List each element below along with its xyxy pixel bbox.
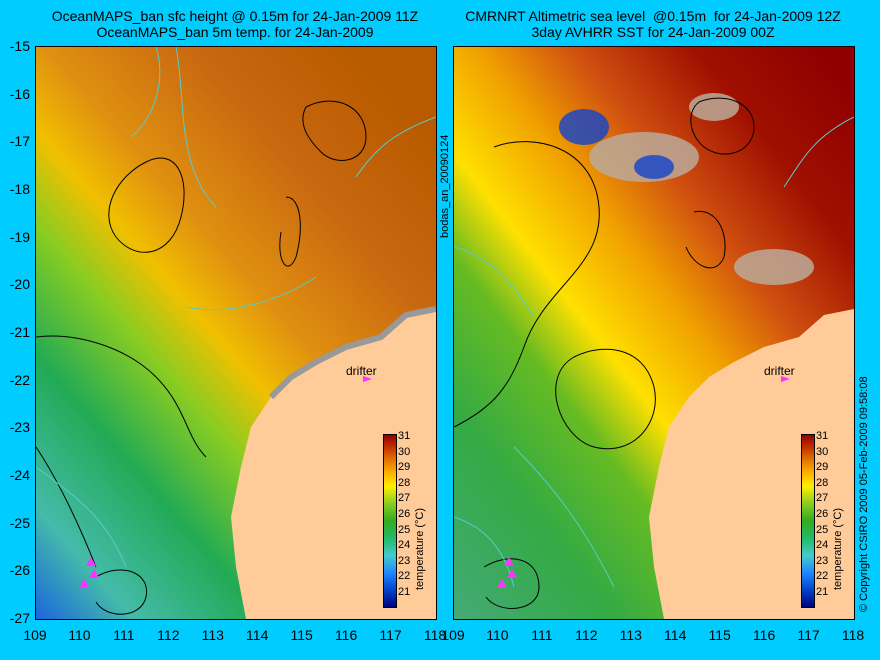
lon-tick: 110 bbox=[68, 627, 91, 643]
colorbar-tick: 22 bbox=[816, 570, 829, 583]
colorbar-title-left: temperature (°C) bbox=[414, 507, 426, 590]
colorbar-tick: 21 bbox=[816, 586, 829, 598]
colorbar-tick: 23 bbox=[398, 554, 411, 567]
lat-tick: -16 bbox=[9, 85, 30, 102]
colorbar-tick: 28 bbox=[398, 476, 411, 489]
lon-tick: 109 bbox=[441, 627, 465, 643]
colorbar-right bbox=[801, 434, 815, 608]
colorbar-tick: 30 bbox=[398, 445, 411, 458]
lon-tick: 118 bbox=[423, 627, 447, 643]
lat-tick: -18 bbox=[9, 181, 30, 197]
lon-tick: 112 bbox=[575, 627, 598, 643]
colorbar-tick: 31 bbox=[398, 430, 411, 442]
left-map-panel bbox=[35, 46, 437, 620]
colorbar-tick: 31 bbox=[816, 430, 829, 442]
lon-tick: 116 bbox=[752, 627, 776, 643]
lon-tick: 110 bbox=[486, 627, 509, 643]
lon-tick: 114 bbox=[246, 627, 269, 643]
colorbar-tick: 25 bbox=[816, 523, 829, 536]
right-map-panel bbox=[453, 46, 855, 620]
lon-tick: 111 bbox=[113, 627, 135, 643]
colorbar-tick: 26 bbox=[398, 508, 411, 520]
lon-tick: 115 bbox=[708, 627, 731, 643]
colorbar-tick: 25 bbox=[398, 523, 411, 536]
lat-tick: -22 bbox=[9, 371, 30, 388]
colorbar-tick: 29 bbox=[398, 461, 411, 474]
right-map-image bbox=[454, 47, 854, 619]
colorbar-left bbox=[383, 434, 397, 608]
lat-tick: -23 bbox=[9, 419, 30, 436]
colorbar-tick: 24 bbox=[398, 539, 411, 552]
lat-tick: -17 bbox=[9, 133, 30, 150]
drifter-label-right: drifter bbox=[764, 364, 795, 378]
colorbar-tick: 30 bbox=[816, 445, 829, 458]
lon-tick: 112 bbox=[157, 627, 180, 643]
colorbar-tick: 27 bbox=[398, 492, 411, 505]
colorbar-tick: 27 bbox=[816, 492, 829, 505]
lon-tick: 115 bbox=[290, 627, 313, 643]
lat-tick: -15 bbox=[9, 38, 30, 54]
colorbar-tick: 23 bbox=[816, 554, 829, 567]
lon-tick: 109 bbox=[23, 627, 47, 643]
colorbar-tick: 21 bbox=[398, 586, 411, 598]
lon-tick: 114 bbox=[664, 627, 687, 643]
colorbar-tick: 28 bbox=[816, 476, 829, 489]
lat-tick: -19 bbox=[9, 228, 30, 245]
lat-tick: -26 bbox=[9, 562, 30, 579]
colorbar-tick: 24 bbox=[816, 539, 829, 552]
lon-tick: 117 bbox=[797, 627, 820, 643]
left-map-title: OceanMAPS_ban sfc height @ 0.15m for 24-… bbox=[51, 8, 419, 40]
drifter-label-left: drifter bbox=[346, 364, 377, 378]
lon-tick: 116 bbox=[334, 627, 358, 643]
colorbar-tick: 22 bbox=[398, 570, 411, 583]
lat-tick: -25 bbox=[9, 514, 30, 531]
right-map-title: CMRNRT Altimetric sea level @0.15m for 2… bbox=[465, 8, 841, 40]
lon-tick: 117 bbox=[379, 627, 402, 643]
lat-tick: -27 bbox=[9, 610, 30, 626]
colorbar-tick: 26 bbox=[816, 508, 829, 520]
lat-tick: -24 bbox=[9, 467, 30, 483]
left-map-image bbox=[36, 47, 436, 619]
lat-tick: -21 bbox=[9, 324, 30, 340]
lon-tick: 113 bbox=[201, 627, 224, 643]
lat-tick: -20 bbox=[9, 276, 30, 293]
copyright-notice: © Copyright CSIRO 2009 05-Feb-2009 09:58… bbox=[858, 376, 870, 612]
colorbar-title-right: temperature (°C) bbox=[832, 507, 844, 590]
run-label: bodas_an_20090124 bbox=[439, 134, 451, 238]
lon-tick: 113 bbox=[619, 627, 642, 643]
lon-tick: 111 bbox=[531, 627, 553, 643]
colorbar-tick: 29 bbox=[816, 461, 829, 474]
lon-tick: 118 bbox=[841, 627, 865, 643]
